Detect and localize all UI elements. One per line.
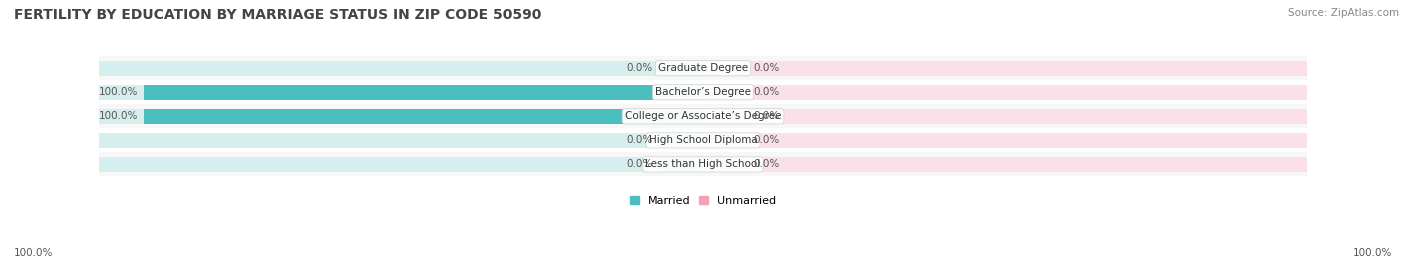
Text: Bachelor’s Degree: Bachelor’s Degree (655, 87, 751, 97)
Bar (703, 85, 1308, 100)
Bar (143, 109, 703, 124)
Text: 0.0%: 0.0% (627, 63, 652, 73)
Bar (98, 109, 703, 124)
Bar (703, 133, 748, 148)
Bar (703, 61, 1308, 76)
Bar (703, 109, 1308, 124)
Text: College or Associate’s Degree: College or Associate’s Degree (624, 111, 782, 121)
Bar (98, 61, 703, 76)
Bar (703, 85, 748, 100)
Bar (98, 153, 1308, 176)
Bar (703, 157, 748, 172)
Bar (703, 157, 1308, 172)
Text: 100.0%: 100.0% (14, 248, 53, 258)
Bar (658, 133, 703, 148)
Bar (98, 104, 1308, 128)
Bar (703, 109, 748, 124)
Bar (98, 133, 703, 148)
Text: Less than High School: Less than High School (645, 160, 761, 169)
Text: 0.0%: 0.0% (627, 160, 652, 169)
Bar (143, 85, 703, 100)
Text: Graduate Degree: Graduate Degree (658, 63, 748, 73)
Text: 100.0%: 100.0% (98, 87, 138, 97)
Text: 0.0%: 0.0% (754, 160, 779, 169)
Text: FERTILITY BY EDUCATION BY MARRIAGE STATUS IN ZIP CODE 50590: FERTILITY BY EDUCATION BY MARRIAGE STATU… (14, 8, 541, 22)
Text: 0.0%: 0.0% (754, 135, 779, 145)
Text: High School Diploma: High School Diploma (648, 135, 758, 145)
Bar (658, 61, 703, 76)
Text: 100.0%: 100.0% (98, 111, 138, 121)
Text: 0.0%: 0.0% (627, 135, 652, 145)
Bar (703, 133, 1308, 148)
Legend: Married, Unmarried: Married, Unmarried (626, 191, 780, 210)
Text: 0.0%: 0.0% (754, 63, 779, 73)
Text: 0.0%: 0.0% (754, 87, 779, 97)
Bar (658, 157, 703, 172)
Bar (98, 157, 703, 172)
Bar (98, 85, 703, 100)
Text: 100.0%: 100.0% (1353, 248, 1392, 258)
Bar (98, 80, 1308, 104)
Bar (703, 61, 748, 76)
Bar (98, 128, 1308, 153)
Text: Source: ZipAtlas.com: Source: ZipAtlas.com (1288, 8, 1399, 18)
Bar (98, 56, 1308, 80)
Text: 0.0%: 0.0% (754, 111, 779, 121)
